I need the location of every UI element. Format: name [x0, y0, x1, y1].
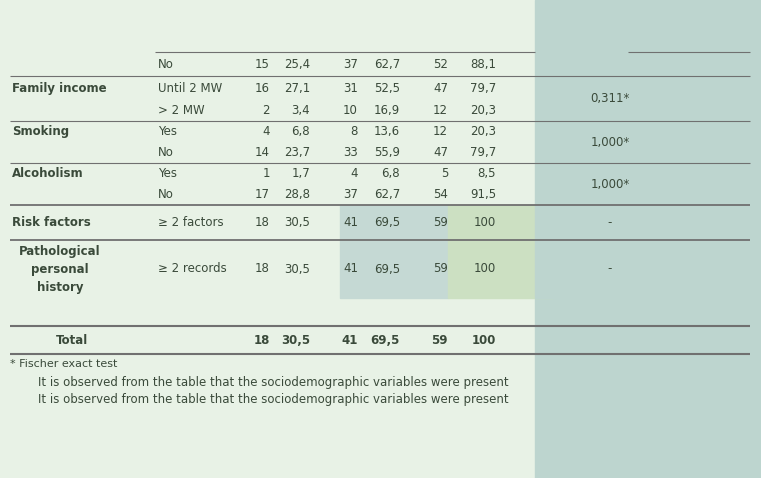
Text: 54: 54 — [433, 188, 448, 201]
Text: 15: 15 — [255, 57, 270, 70]
Text: 20,3: 20,3 — [470, 125, 496, 138]
Text: 30,5: 30,5 — [281, 334, 310, 347]
Text: 28,8: 28,8 — [284, 188, 310, 201]
Text: 79,7: 79,7 — [470, 146, 496, 159]
Text: 30,5: 30,5 — [284, 216, 310, 229]
Text: 69,5: 69,5 — [374, 262, 400, 275]
Text: 37: 37 — [343, 57, 358, 70]
Text: 1: 1 — [263, 167, 270, 180]
Text: 41: 41 — [343, 262, 358, 275]
Text: 59: 59 — [431, 334, 448, 347]
Text: 33: 33 — [343, 146, 358, 159]
Text: 55,9: 55,9 — [374, 146, 400, 159]
Text: Family income: Family income — [12, 82, 107, 95]
Text: 41: 41 — [342, 334, 358, 347]
Text: Until 2 MW: Until 2 MW — [158, 82, 222, 95]
Text: 31: 31 — [343, 82, 358, 95]
Text: 25,4: 25,4 — [284, 57, 310, 70]
Text: No: No — [158, 188, 174, 201]
Text: * Fischer exact test: * Fischer exact test — [10, 359, 117, 369]
Text: 12: 12 — [433, 125, 448, 138]
Text: 0,311*: 0,311* — [591, 92, 629, 105]
Text: 1,000*: 1,000* — [591, 177, 629, 191]
Text: 4: 4 — [263, 125, 270, 138]
Text: Alcoholism: Alcoholism — [12, 167, 84, 180]
Text: 16,9: 16,9 — [374, 104, 400, 117]
Text: It is observed from the table that the sociodemographic variables were present: It is observed from the table that the s… — [38, 393, 508, 406]
Text: 47: 47 — [433, 146, 448, 159]
Text: 18: 18 — [255, 262, 270, 275]
Bar — [535, 0, 761, 478]
Text: 3,4: 3,4 — [291, 104, 310, 117]
Text: 52: 52 — [433, 57, 448, 70]
Text: Risk factors: Risk factors — [12, 216, 91, 229]
Text: 10: 10 — [343, 104, 358, 117]
Text: It is observed from the table that the sociodemographic variables were present: It is observed from the table that the s… — [38, 376, 508, 389]
Text: 59: 59 — [433, 216, 448, 229]
Text: 47: 47 — [433, 82, 448, 95]
Text: 100: 100 — [474, 216, 496, 229]
Text: 62,7: 62,7 — [374, 57, 400, 70]
Text: 5: 5 — [441, 167, 448, 180]
Text: Total: Total — [56, 334, 88, 347]
Text: -: - — [608, 216, 612, 229]
Text: No: No — [158, 146, 174, 159]
Text: 59: 59 — [433, 262, 448, 275]
Text: 69,5: 69,5 — [371, 334, 400, 347]
Text: 91,5: 91,5 — [470, 188, 496, 201]
Text: 23,7: 23,7 — [284, 146, 310, 159]
Text: 6,8: 6,8 — [381, 167, 400, 180]
Text: 1,000*: 1,000* — [591, 135, 629, 149]
Bar — [340, 205, 448, 240]
Text: 100: 100 — [472, 334, 496, 347]
Text: 16: 16 — [255, 82, 270, 95]
Text: 6,8: 6,8 — [291, 125, 310, 138]
Text: No: No — [158, 57, 174, 70]
Text: 37: 37 — [343, 188, 358, 201]
Bar — [535, 205, 761, 240]
Text: 2: 2 — [263, 104, 270, 117]
Text: 62,7: 62,7 — [374, 188, 400, 201]
Text: 88,1: 88,1 — [470, 57, 496, 70]
Text: 69,5: 69,5 — [374, 216, 400, 229]
Text: 100: 100 — [474, 262, 496, 275]
Text: 14: 14 — [255, 146, 270, 159]
Text: 18: 18 — [255, 216, 270, 229]
Text: 13,6: 13,6 — [374, 125, 400, 138]
Bar — [448, 240, 553, 298]
Text: 52,5: 52,5 — [374, 82, 400, 95]
Text: 8,5: 8,5 — [477, 167, 496, 180]
Text: -: - — [608, 262, 612, 275]
Text: Yes: Yes — [158, 125, 177, 138]
Bar — [535, 240, 761, 298]
Text: 20,3: 20,3 — [470, 104, 496, 117]
Text: 12: 12 — [433, 104, 448, 117]
Text: 30,5: 30,5 — [284, 262, 310, 275]
Text: 79,7: 79,7 — [470, 82, 496, 95]
Text: 8: 8 — [351, 125, 358, 138]
Text: 27,1: 27,1 — [284, 82, 310, 95]
Text: 17: 17 — [255, 188, 270, 201]
Text: > 2 MW: > 2 MW — [158, 104, 205, 117]
Text: Yes: Yes — [158, 167, 177, 180]
Text: 1,7: 1,7 — [291, 167, 310, 180]
Text: ≥ 2 records: ≥ 2 records — [158, 262, 227, 275]
Bar — [340, 240, 448, 298]
Text: 41: 41 — [343, 216, 358, 229]
Text: Smoking: Smoking — [12, 125, 69, 138]
Bar — [448, 205, 553, 240]
Text: Pathological
personal
history: Pathological personal history — [19, 245, 100, 293]
Text: 18: 18 — [253, 334, 270, 347]
Bar — [0, 0, 535, 478]
Text: ≥ 2 factors: ≥ 2 factors — [158, 216, 224, 229]
Text: 4: 4 — [351, 167, 358, 180]
